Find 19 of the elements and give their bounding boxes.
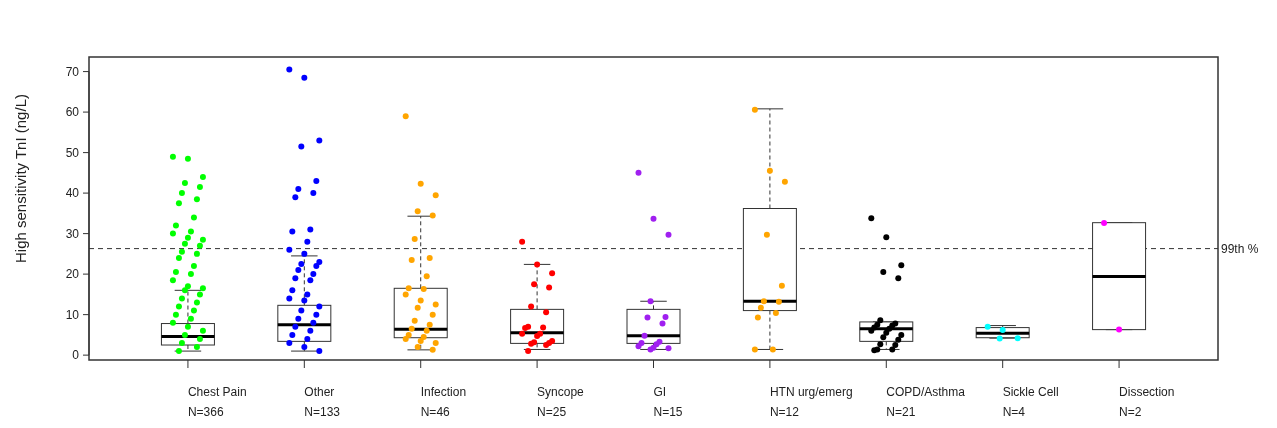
y-axis-title: High sensitivity TnI (ng/L) (12, 94, 29, 263)
y-tick-label: 20 (65, 267, 80, 282)
y-tick-label: 50 (65, 145, 80, 160)
y-tick-label: 60 (65, 105, 80, 120)
x-tick-label: GI N=15 (653, 385, 683, 419)
y-tick-label: 10 (65, 307, 80, 322)
x-tick-label: Sickle Cell N=4 (1002, 385, 1059, 419)
x-tick-label: Syncope N=25 (537, 385, 585, 419)
x-tick-label: COPD/Asthma N=21 (886, 385, 966, 419)
y-tick-label: 40 (65, 186, 80, 201)
x-tick-label: HTN urg/emerg N=12 (769, 385, 853, 419)
ref-line-label: 99th % (1221, 241, 1259, 256)
y-tick-label: 30 (65, 226, 80, 241)
y-tick-label: 0 (72, 348, 80, 363)
y-tick-label: 70 (65, 64, 80, 79)
x-tick-label: Chest Pain N=366 (187, 385, 247, 419)
x-tick-label: Dissection N=2 (1119, 385, 1175, 419)
x-tick-label: Infection N=46 (420, 385, 467, 419)
x-tick-label: Other N=133 (304, 385, 341, 419)
